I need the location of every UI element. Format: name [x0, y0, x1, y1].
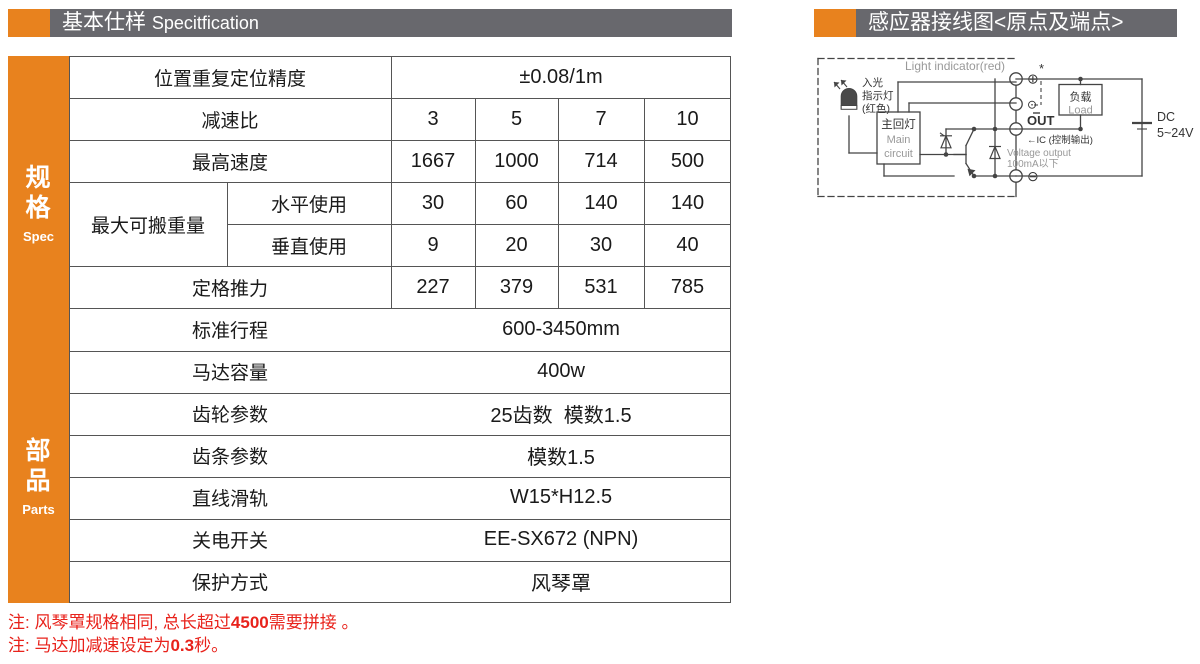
svg-text:(红色): (红色): [862, 102, 890, 115]
svg-text:主回灯: 主回灯: [881, 118, 916, 131]
svg-text:circuit: circuit: [884, 148, 913, 160]
svg-text:负载: 负载: [1070, 90, 1092, 104]
svg-text:Light indicator(red): Light indicator(red): [905, 59, 1005, 73]
svg-text:Voltage output: Voltage output: [1007, 148, 1071, 159]
svg-text:入光: 入光: [862, 76, 883, 89]
svg-text:OUT: OUT: [1027, 113, 1055, 128]
svg-text:←IC (控制输出): ←IC (控制输出): [1027, 134, 1093, 146]
svg-text:*: *: [1039, 61, 1044, 76]
svg-text:5~24V: 5~24V: [1157, 126, 1194, 140]
svg-text:DC: DC: [1157, 110, 1175, 124]
svg-text:Main: Main: [887, 134, 911, 146]
svg-text:指示灯: 指示灯: [862, 89, 894, 102]
